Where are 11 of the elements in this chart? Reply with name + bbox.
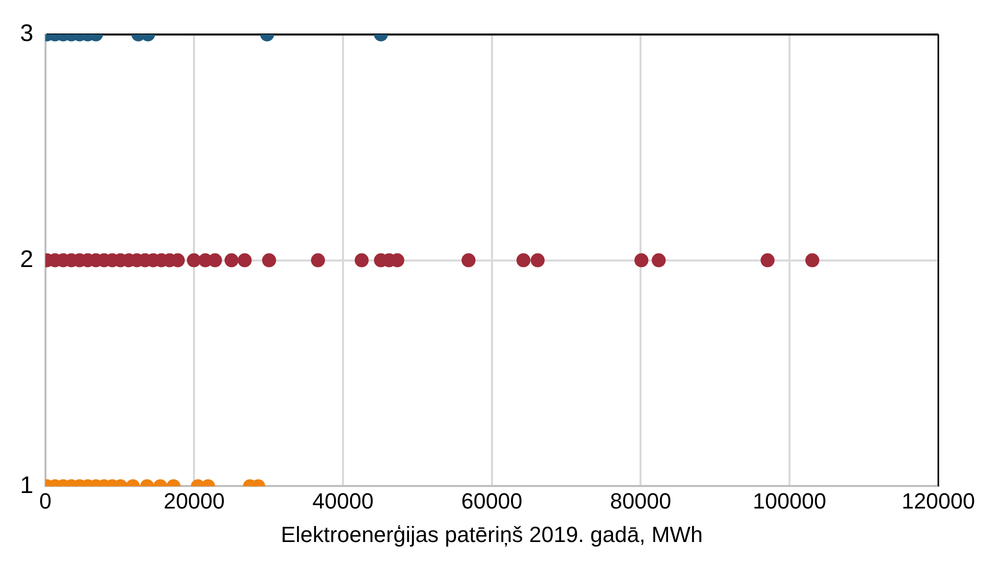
x-tick-label: 60000 — [461, 488, 522, 514]
x-tick-label: 100000 — [752, 488, 826, 514]
y-tick-label: 3 — [20, 20, 34, 48]
x-tick-label: 0 — [39, 488, 52, 514]
x-axis-title: Elektroenerģijas patēriņš 2019. gadā, MWh — [280, 522, 703, 547]
y-tick-label: 1 — [20, 472, 34, 499]
x-tick-label: 20000 — [164, 488, 225, 514]
y-tick-label: 2 — [20, 246, 34, 273]
x-tick-label: 120000 — [902, 488, 976, 514]
x-tick-label: 80000 — [610, 488, 672, 514]
x-tick-label: 40000 — [312, 488, 374, 514]
